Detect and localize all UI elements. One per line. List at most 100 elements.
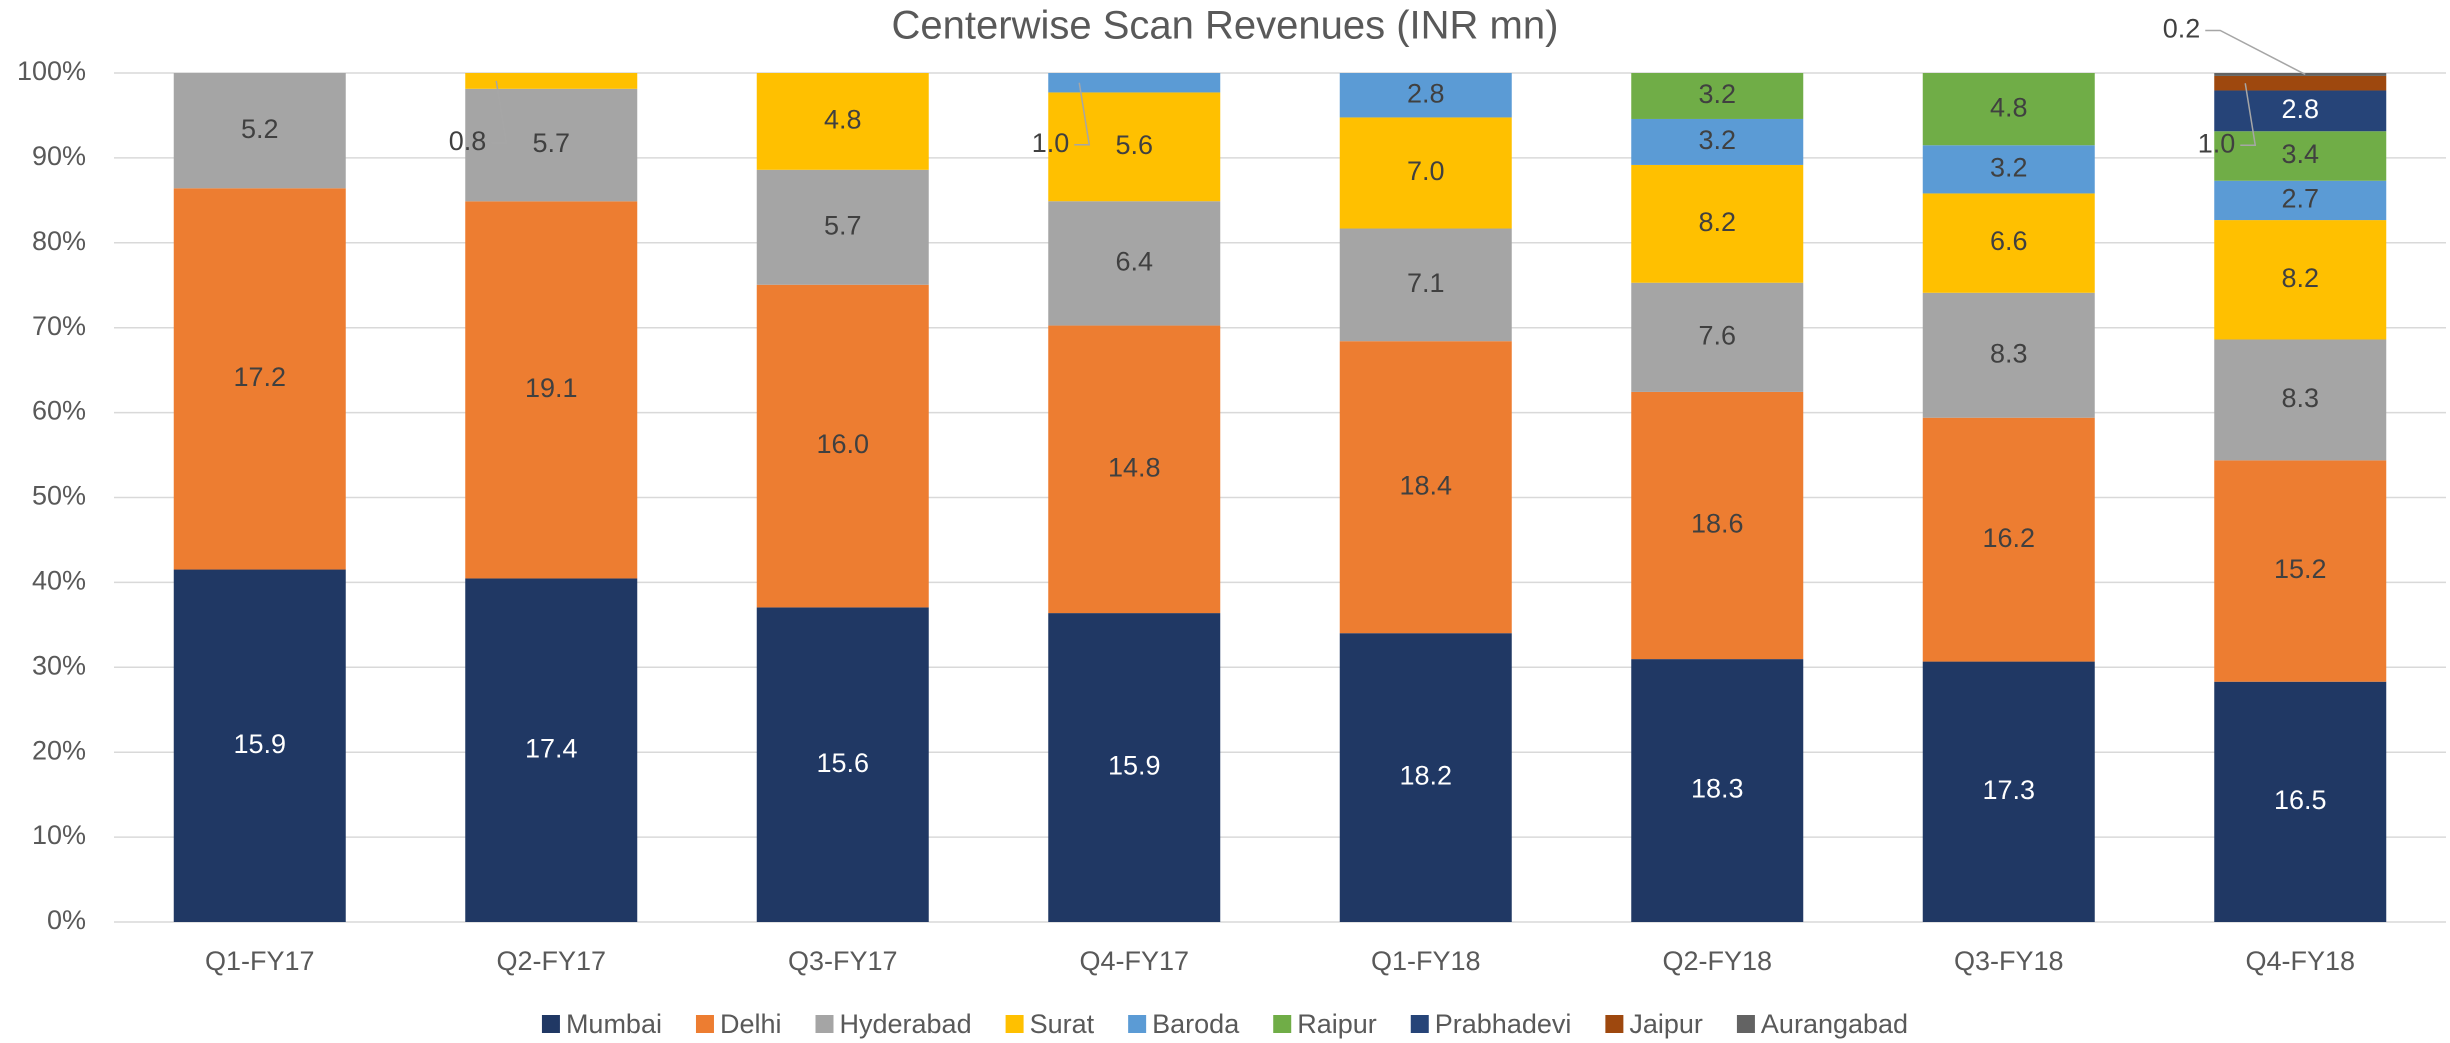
legend-marker <box>1128 1015 1147 1033</box>
y-tick-label: 80% <box>32 226 86 256</box>
x-tick-label: Q4-FY17 <box>1079 946 1189 976</box>
y-tick-label: 60% <box>32 396 86 426</box>
x-tick-label: Q2-FY17 <box>496 946 606 976</box>
bar-segment <box>173 569 346 922</box>
legend-label: Jaipur <box>1629 1009 1703 1039</box>
chart-title: Centerwise Scan Revenues (INR mn) <box>892 4 1559 48</box>
y-tick-label: 40% <box>32 566 86 596</box>
y-tick-label: 50% <box>32 481 86 511</box>
leader-line <box>2240 83 2257 146</box>
bar-segment <box>1048 201 1221 326</box>
bar-segment <box>1922 292 2095 418</box>
bar-segment <box>756 607 929 922</box>
data-label: 16.2 <box>1982 523 2035 553</box>
data-label: 1.0 <box>1032 128 1070 158</box>
data-label: 15.6 <box>816 748 869 778</box>
legend-marker <box>1273 1015 1292 1033</box>
bar-segment <box>1048 613 1221 922</box>
bar-segment <box>1631 282 1804 392</box>
bar-segment <box>2214 460 2387 682</box>
x-tick-label: Q1-FY17 <box>205 946 315 976</box>
x-tick-label: Q1-FY18 <box>1371 946 1481 976</box>
legend-marker <box>1410 1015 1429 1033</box>
y-tick-label: 20% <box>32 735 86 765</box>
bar-segment <box>2214 220 2387 340</box>
y-tick-label: 100% <box>17 56 86 86</box>
legend-marker <box>541 1015 560 1033</box>
bar-segment <box>465 201 638 579</box>
leader-line <box>2205 29 2306 76</box>
data-label: 15.2 <box>2274 554 2327 584</box>
data-label: 3.2 <box>1698 79 1736 109</box>
bar-segment <box>465 88 638 202</box>
bar-segment <box>756 73 929 170</box>
data-label: 18.6 <box>1691 509 1744 539</box>
bar-segment <box>1048 73 1221 93</box>
y-tick-label: 90% <box>32 141 86 171</box>
legend-marker <box>1005 1015 1024 1033</box>
bar-segment <box>2214 90 2387 132</box>
data-label: 15.9 <box>1108 751 1161 781</box>
data-label: 16.0 <box>816 429 869 459</box>
data-label: 7.0 <box>1407 156 1445 186</box>
y-tick-label: 30% <box>32 650 86 680</box>
data-label: 2.8 <box>1407 78 1445 108</box>
data-label: 5.6 <box>1115 130 1153 160</box>
bar-segment <box>2214 681 2387 922</box>
legend-marker <box>815 1015 834 1033</box>
data-label: 17.3 <box>1982 775 2035 805</box>
data-label: 1.0 <box>2198 128 2236 158</box>
data-label: 8.3 <box>2281 383 2319 413</box>
data-label: 7.6 <box>1698 320 1736 350</box>
data-label: 0.2 <box>2163 14 2201 44</box>
y-tick-label: 10% <box>32 820 86 850</box>
legend-label: Raipur <box>1297 1009 1377 1039</box>
legend-label: Baroda <box>1152 1009 1240 1039</box>
bar-segment <box>1922 145 2095 194</box>
legend-marker <box>695 1015 714 1033</box>
data-label: 5.7 <box>824 210 862 240</box>
data-label: 17.4 <box>525 733 578 763</box>
bar-segment <box>1922 417 2095 662</box>
bar-segment <box>2214 73 2387 76</box>
data-label: 3.4 <box>2281 139 2319 169</box>
data-label: 2.8 <box>2281 94 2319 124</box>
bar-segment <box>173 73 346 189</box>
data-label: 18.3 <box>1691 774 1744 804</box>
bar-segment <box>1922 661 2095 922</box>
x-tick-label: Q2-FY18 <box>1662 946 1772 976</box>
bar-segment <box>1339 341 1512 634</box>
data-label: 4.8 <box>1990 92 2028 122</box>
x-tick-label: Q3-FY18 <box>1954 946 2064 976</box>
legend-label: Aurangabad <box>1761 1009 1908 1039</box>
bar-segment <box>465 73 638 89</box>
bar-segment <box>1631 118 1804 165</box>
bar-segment <box>1339 228 1512 342</box>
data-label: 6.6 <box>1990 226 2028 256</box>
bar-segment <box>1048 325 1221 614</box>
data-label: 15.9 <box>233 729 286 759</box>
data-label: 3.2 <box>1990 152 2028 182</box>
data-label: 5.2 <box>241 114 279 144</box>
x-tick-label: Q3-FY17 <box>788 946 898 976</box>
bar-segment <box>1339 117 1512 229</box>
bar-segment <box>1339 633 1512 922</box>
data-label: 3.2 <box>1698 125 1736 155</box>
legend-label: Prabhadevi <box>1435 1009 1572 1039</box>
data-label: 6.4 <box>1115 247 1153 277</box>
bar-segment <box>1339 73 1512 118</box>
y-tick-label: 70% <box>32 311 86 341</box>
legend-label: Surat <box>1030 1009 1095 1039</box>
data-label: 18.2 <box>1399 761 1452 791</box>
bar-segment <box>1631 659 1804 922</box>
bar-segment <box>1048 92 1221 202</box>
data-label: 2.7 <box>2281 184 2319 214</box>
bar-segment <box>2214 75 2387 91</box>
bar-segment <box>1631 164 1804 283</box>
data-label: 18.4 <box>1399 470 1452 500</box>
bar-segment <box>756 169 929 285</box>
data-label: 19.1 <box>525 373 578 403</box>
data-label: 8.2 <box>2281 263 2319 293</box>
